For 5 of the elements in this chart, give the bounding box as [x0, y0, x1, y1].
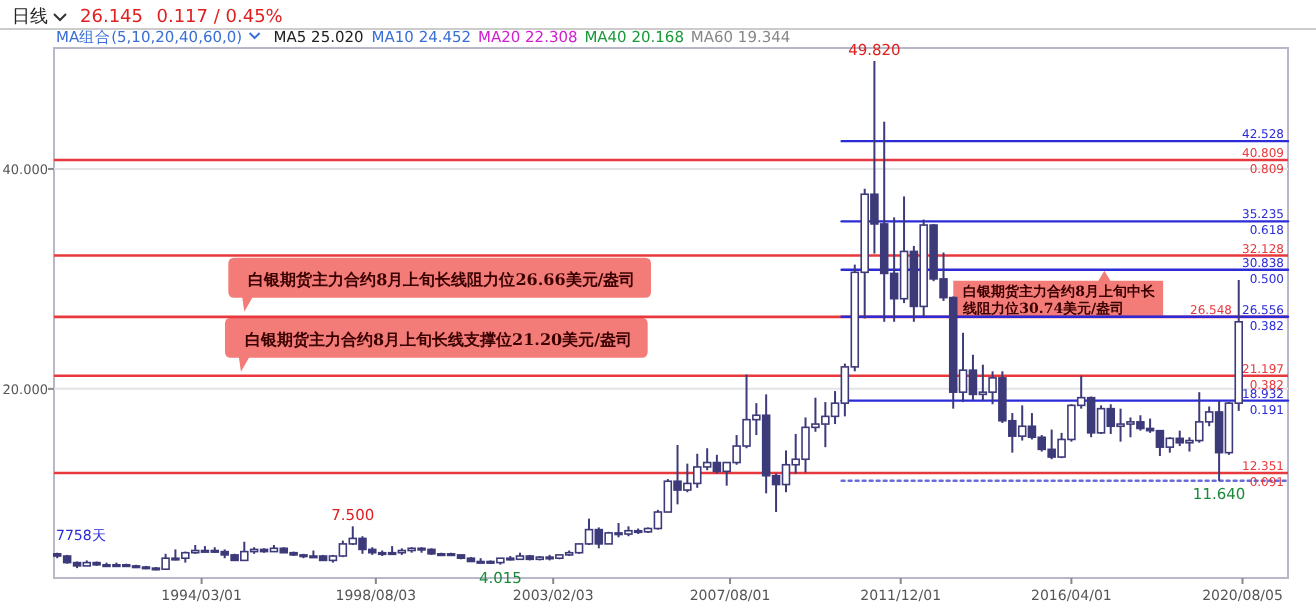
annotation: 白银期货主力合约8月上旬长线阻力位26.66美元/盎司 — [248, 268, 636, 289]
text: 日线 — [12, 6, 48, 28]
annotation: 白银期货主力合约8月上旬长线支撑位21.20美元/盎司 — [244, 328, 633, 349]
text: 26.145 — [80, 8, 143, 28]
text: 0.117 / 0.45% — [156, 8, 284, 28]
